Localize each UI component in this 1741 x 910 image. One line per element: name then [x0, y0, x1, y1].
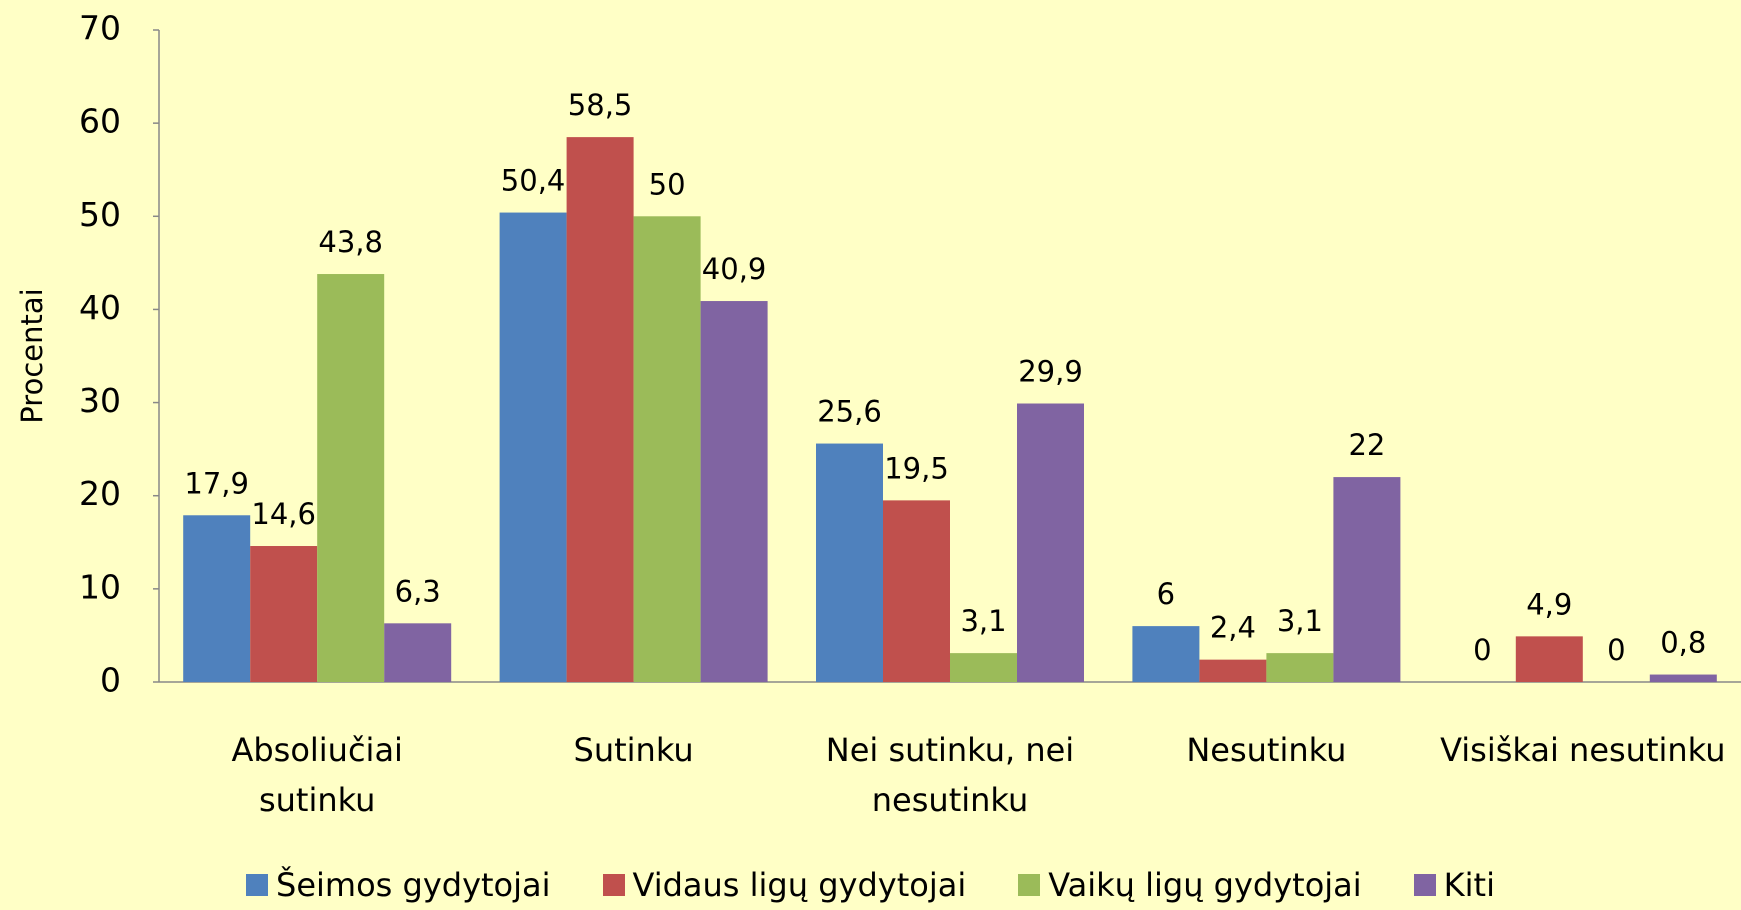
y-tick-label: 10 [79, 567, 121, 606]
bar [633, 216, 701, 683]
bar [384, 623, 452, 682]
y-tick-label: 70 [79, 9, 121, 48]
data-label: 3,1 [960, 604, 1006, 638]
bar [816, 443, 883, 682]
data-label: 17,9 [184, 466, 249, 500]
y-tick-label: 30 [79, 381, 121, 420]
bar [950, 653, 1017, 682]
legend-label: Kiti [1443, 866, 1495, 904]
data-label: 50 [649, 167, 686, 201]
data-label: 50,4 [501, 164, 566, 198]
legend-item: Vidaus ligų gydytojai [602, 866, 967, 904]
bar [250, 546, 318, 682]
data-label: 4,9 [1526, 587, 1572, 621]
data-label: 3,1 [1277, 604, 1323, 638]
bar [566, 137, 634, 683]
legend-item: Kiti [1413, 866, 1495, 904]
data-label: 22 [1348, 428, 1385, 462]
y-tick-label: 60 [79, 102, 121, 141]
bar [499, 212, 567, 682]
data-label: 0 [1607, 633, 1625, 667]
bar [1649, 674, 1717, 682]
bar [700, 301, 768, 682]
legend-swatch [602, 874, 625, 896]
y-tick-label: 20 [79, 474, 121, 513]
legend-label: Šeimos gydytojai [276, 866, 551, 904]
legend-item: Vaikų ligų gydytojai [1018, 866, 1362, 904]
bar [1266, 653, 1334, 682]
data-label: 29,9 [1018, 355, 1083, 389]
legend-label: Vidaus ligų gydytojai [632, 866, 967, 904]
x-tick-label: Sutinku [573, 731, 694, 769]
data-label: 6 [1157, 577, 1175, 611]
data-label: 0,8 [1660, 626, 1706, 660]
legend: Šeimos gydytojai Vidaus ligų gydytojai Vai… [0, 866, 1741, 904]
bar [317, 274, 385, 682]
data-label: 0 [1473, 633, 1491, 667]
x-tick-label: Absoliučiai sutinku [231, 731, 403, 819]
x-tick-label: Nesutinku [1186, 731, 1347, 769]
y-tick-label: 0 [100, 661, 121, 700]
bar [1199, 659, 1267, 682]
legend-swatch [1018, 874, 1041, 896]
data-label: 6,3 [395, 574, 441, 608]
data-label: 25,6 [817, 395, 882, 429]
bar [1132, 626, 1200, 682]
legend-swatch [246, 874, 269, 896]
x-tick-label: Nei sutinku, nei nesutinku [825, 731, 1075, 819]
legend-label: Vaikų ligų gydytojai [1048, 866, 1362, 904]
data-label: 19,5 [884, 451, 949, 485]
y-tick-label: 40 [79, 288, 121, 327]
data-label: 2,4 [1210, 611, 1256, 645]
legend-swatch [1413, 874, 1436, 896]
x-tick-label: Visiškai nesutinku [1440, 731, 1726, 769]
bar [1515, 636, 1583, 682]
data-label: 58,5 [568, 88, 633, 122]
legend-item: Šeimos gydytojai [246, 866, 551, 904]
y-axis-label: Procentai [15, 288, 49, 423]
data-label: 14,6 [251, 497, 316, 531]
bar [883, 500, 950, 682]
bar [183, 515, 251, 682]
data-label: 40,9 [702, 252, 767, 286]
bar [1017, 403, 1084, 682]
y-tick-label: 50 [79, 195, 121, 234]
data-label: 43,8 [318, 225, 383, 259]
bar [1333, 477, 1401, 682]
